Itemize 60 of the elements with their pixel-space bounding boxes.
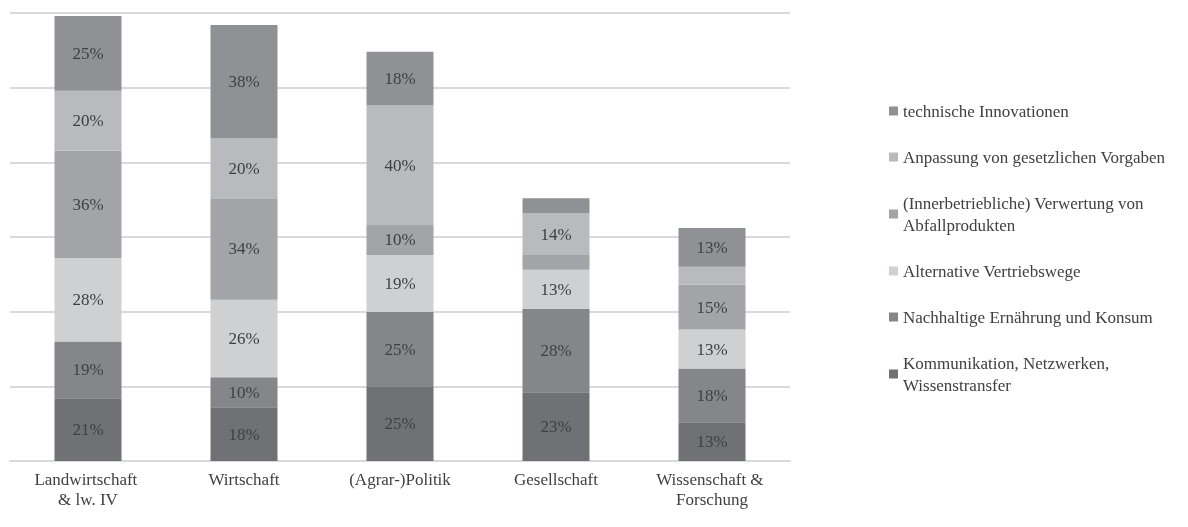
data-label: 40% <box>384 155 416 175</box>
data-label: 28% <box>540 340 572 360</box>
bar <box>522 308 590 393</box>
bar <box>366 225 434 255</box>
bar <box>366 386 434 461</box>
legend-label: Alternative Vertriebswege <box>903 261 1081 281</box>
data-label: 25% <box>72 43 104 63</box>
data-label: 25% <box>384 339 416 359</box>
data-label: 13% <box>696 339 728 359</box>
data-label: 18% <box>384 69 416 89</box>
data-label: 19% <box>72 360 104 380</box>
bar <box>54 341 122 399</box>
bar <box>678 422 746 461</box>
bar <box>210 377 278 408</box>
data-label: 26% <box>228 329 260 349</box>
data-label: 10% <box>228 382 260 402</box>
data-label: 28% <box>72 290 104 310</box>
bar <box>210 24 278 139</box>
data-label: 36% <box>72 194 104 214</box>
data-label: 38% <box>228 72 260 92</box>
data-label: 10% <box>384 230 416 250</box>
legend-label: Anpassung von gesetzlichen Vorgaben <box>903 147 1166 167</box>
bar <box>678 284 746 330</box>
bar <box>522 392 590 461</box>
bar <box>366 105 434 226</box>
x-tick-label: Gesellschaft <box>513 469 599 489</box>
bar <box>210 198 278 300</box>
bar <box>210 138 278 199</box>
x-tick-label: (Agrar-)Politik <box>349 469 452 489</box>
bar <box>366 311 434 387</box>
bar <box>366 51 434 106</box>
legend-label: technische Innovationen <box>903 101 1070 121</box>
data-label: 18% <box>696 385 728 405</box>
legend-label: Kommunikation, Netzwerken, Wissenstransfer <box>903 353 1114 395</box>
bar <box>54 90 122 151</box>
data-label: 34% <box>228 239 260 259</box>
bar <box>522 198 590 214</box>
bar <box>522 254 590 270</box>
legend-label: Nachhaltige Ernährung und Konsum <box>903 307 1153 327</box>
bar <box>522 213 590 255</box>
data-label: 20% <box>228 158 260 178</box>
bar <box>678 368 746 423</box>
bar <box>54 398 122 461</box>
bar <box>54 150 122 258</box>
data-label: 13% <box>696 237 728 257</box>
x-tick-label: Wirtschaft <box>208 469 280 489</box>
legend-label: (Innerbetriebliche) Verwertung von Abfallprodukten <box>903 193 1148 235</box>
bar <box>522 269 590 309</box>
data-label: 20% <box>72 111 104 131</box>
data-label: 15% <box>696 297 728 317</box>
data-label: 19% <box>384 273 416 293</box>
bar <box>54 15 122 91</box>
x-tick-label: Wissenschaft & Forschung <box>656 469 768 509</box>
bar <box>678 228 746 267</box>
bar <box>678 329 746 369</box>
data-label: 13% <box>540 279 572 299</box>
data-label: 14% <box>540 224 572 244</box>
bar <box>210 407 278 461</box>
bar <box>678 266 746 285</box>
x-tick-label: Landwirtschaft & lw. IV <box>34 469 142 509</box>
